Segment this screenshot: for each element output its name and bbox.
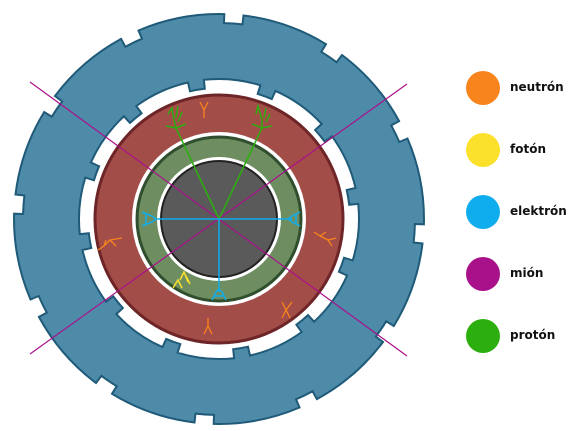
- legend-label: mión: [510, 266, 544, 280]
- blue-circle-icon: [466, 195, 500, 229]
- neutron-shower-icon: [313, 231, 337, 247]
- legend-label: protón: [510, 328, 556, 342]
- neutron-shower-icon: [199, 101, 209, 118]
- photon-shower-icon: [172, 270, 191, 289]
- electron-shower-icon: [141, 211, 158, 227]
- legend-label: fotón: [510, 142, 546, 156]
- proton-track: [218, 127, 263, 220]
- legend-item-photon: fotón: [466, 133, 578, 167]
- neutron-shower-icon: [97, 237, 123, 251]
- legend-item-electron: elektrón: [466, 195, 578, 229]
- proton-shower-icon: [255, 103, 271, 128]
- yellow-circle-icon: [466, 133, 500, 167]
- orange-circle-icon: [466, 71, 500, 105]
- legend-label: neutrón: [510, 80, 564, 94]
- proton-shower-icon: [165, 123, 187, 129]
- electron-tracks: [141, 211, 301, 301]
- proton-shower-icon: [251, 123, 273, 129]
- legend-label: elektrón: [510, 204, 567, 218]
- purple-circle-icon: [466, 257, 500, 291]
- electron-shower-icon: [211, 287, 227, 301]
- electron-shower-icon: [286, 211, 301, 227]
- legend-item-proton: protón: [466, 319, 578, 353]
- legend-item-muon: mión: [466, 257, 578, 291]
- photon-tracks: [172, 270, 191, 289]
- green-circle-icon: [466, 319, 500, 353]
- muon-detector-ring: [13, 13, 425, 425]
- neutron-shower-icon: [281, 301, 293, 319]
- neutron-shower-icon: [203, 318, 213, 335]
- proton-tracks: [165, 103, 273, 220]
- neutron-tracks: [97, 101, 337, 335]
- legend-item-neutron: neutrón: [466, 71, 578, 105]
- proton-track: [175, 127, 220, 220]
- proton-shower-icon: [167, 105, 183, 129]
